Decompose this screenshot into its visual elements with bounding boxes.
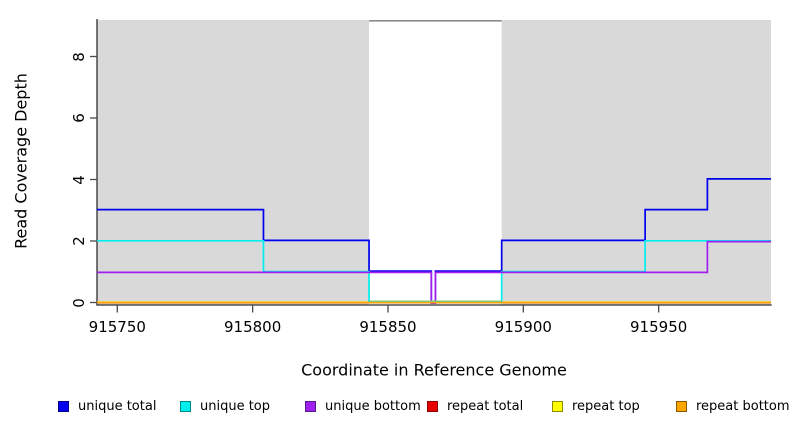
legend-swatch-unique-top: [180, 400, 191, 412]
y-tick-label: 6: [70, 113, 88, 123]
legend-swatch-repeat-bottom: [676, 400, 687, 412]
x-tick-label: 915900: [494, 318, 552, 336]
legend-label: unique total: [78, 398, 157, 414]
legend-label: repeat top: [572, 398, 640, 414]
x-axis-title: Coordinate in Reference Genome: [301, 360, 567, 380]
legend-swatch-unique-bottom: [305, 400, 316, 412]
y-tick-label: 8: [70, 51, 88, 62]
y-tick-label: 2: [70, 236, 88, 246]
legend-swatch-repeat-top: [552, 400, 563, 412]
x-tick-label: 915750: [88, 318, 146, 336]
legend-item-unique-total: unique total: [58, 398, 156, 414]
series-line-unique-bottom: [97, 240, 771, 304]
legend-item-unique-bottom: unique bottom: [305, 398, 421, 414]
legend-item-repeat-top: repeat top: [552, 398, 640, 414]
legend-label: unique bottom: [325, 398, 421, 414]
legend-item-repeat-total: repeat total: [427, 398, 523, 414]
x-tick-label: 915850: [359, 318, 417, 336]
highlight-band: [369, 20, 502, 305]
legend-label: repeat total: [447, 398, 524, 414]
legend: unique total unique top unique bottom repea…: [0, 398, 792, 418]
x-tick-label: 915950: [630, 318, 688, 336]
legend-swatch-unique-total: [58, 400, 69, 412]
legend-item-repeat-bottom: repeat bottom: [676, 398, 790, 414]
legend-item-unique-top: unique top: [180, 398, 270, 414]
y-axis-title: Read Coverage Depth: [11, 73, 31, 249]
legend-swatch-repeat-total: [427, 400, 438, 412]
legend-label: unique top: [200, 398, 271, 414]
x-tick-label: 915800: [224, 318, 282, 336]
legend-label: repeat bottom: [696, 398, 790, 414]
y-tick-label: 0: [70, 297, 88, 308]
y-tick-label: 4: [70, 174, 88, 185]
